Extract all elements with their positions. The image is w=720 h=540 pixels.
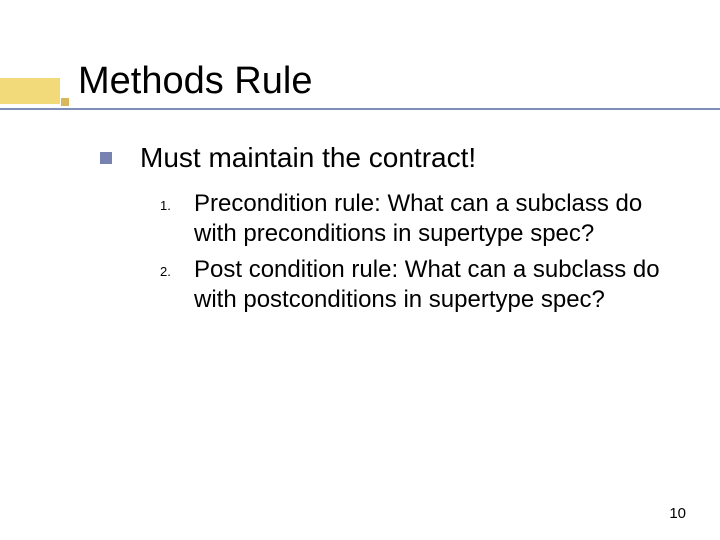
list-marker: 1. <box>160 198 194 213</box>
list-text: Precondition rule: What can a subclass d… <box>194 189 680 249</box>
list-text: Post condition rule: What can a subclass… <box>194 255 680 315</box>
page-number: 10 <box>669 505 686 522</box>
bullet-level1-text: Must maintain the contract! <box>140 140 476 175</box>
slide-content: Must maintain the contract! 1. Precondit… <box>100 140 680 321</box>
bullet-square-icon <box>100 152 112 164</box>
title-accent-small <box>61 98 69 106</box>
title-accent-main <box>0 78 60 104</box>
title-underline <box>0 108 720 110</box>
list-marker: 2. <box>160 264 194 279</box>
numbered-list: 1. Precondition rule: What can a subclas… <box>160 189 680 315</box>
list-item: 2. Post condition rule: What can a subcl… <box>160 255 680 315</box>
list-item: 1. Precondition rule: What can a subclas… <box>160 189 680 249</box>
slide-title: Methods Rule <box>78 60 312 103</box>
bullet-level1: Must maintain the contract! <box>100 140 680 175</box>
